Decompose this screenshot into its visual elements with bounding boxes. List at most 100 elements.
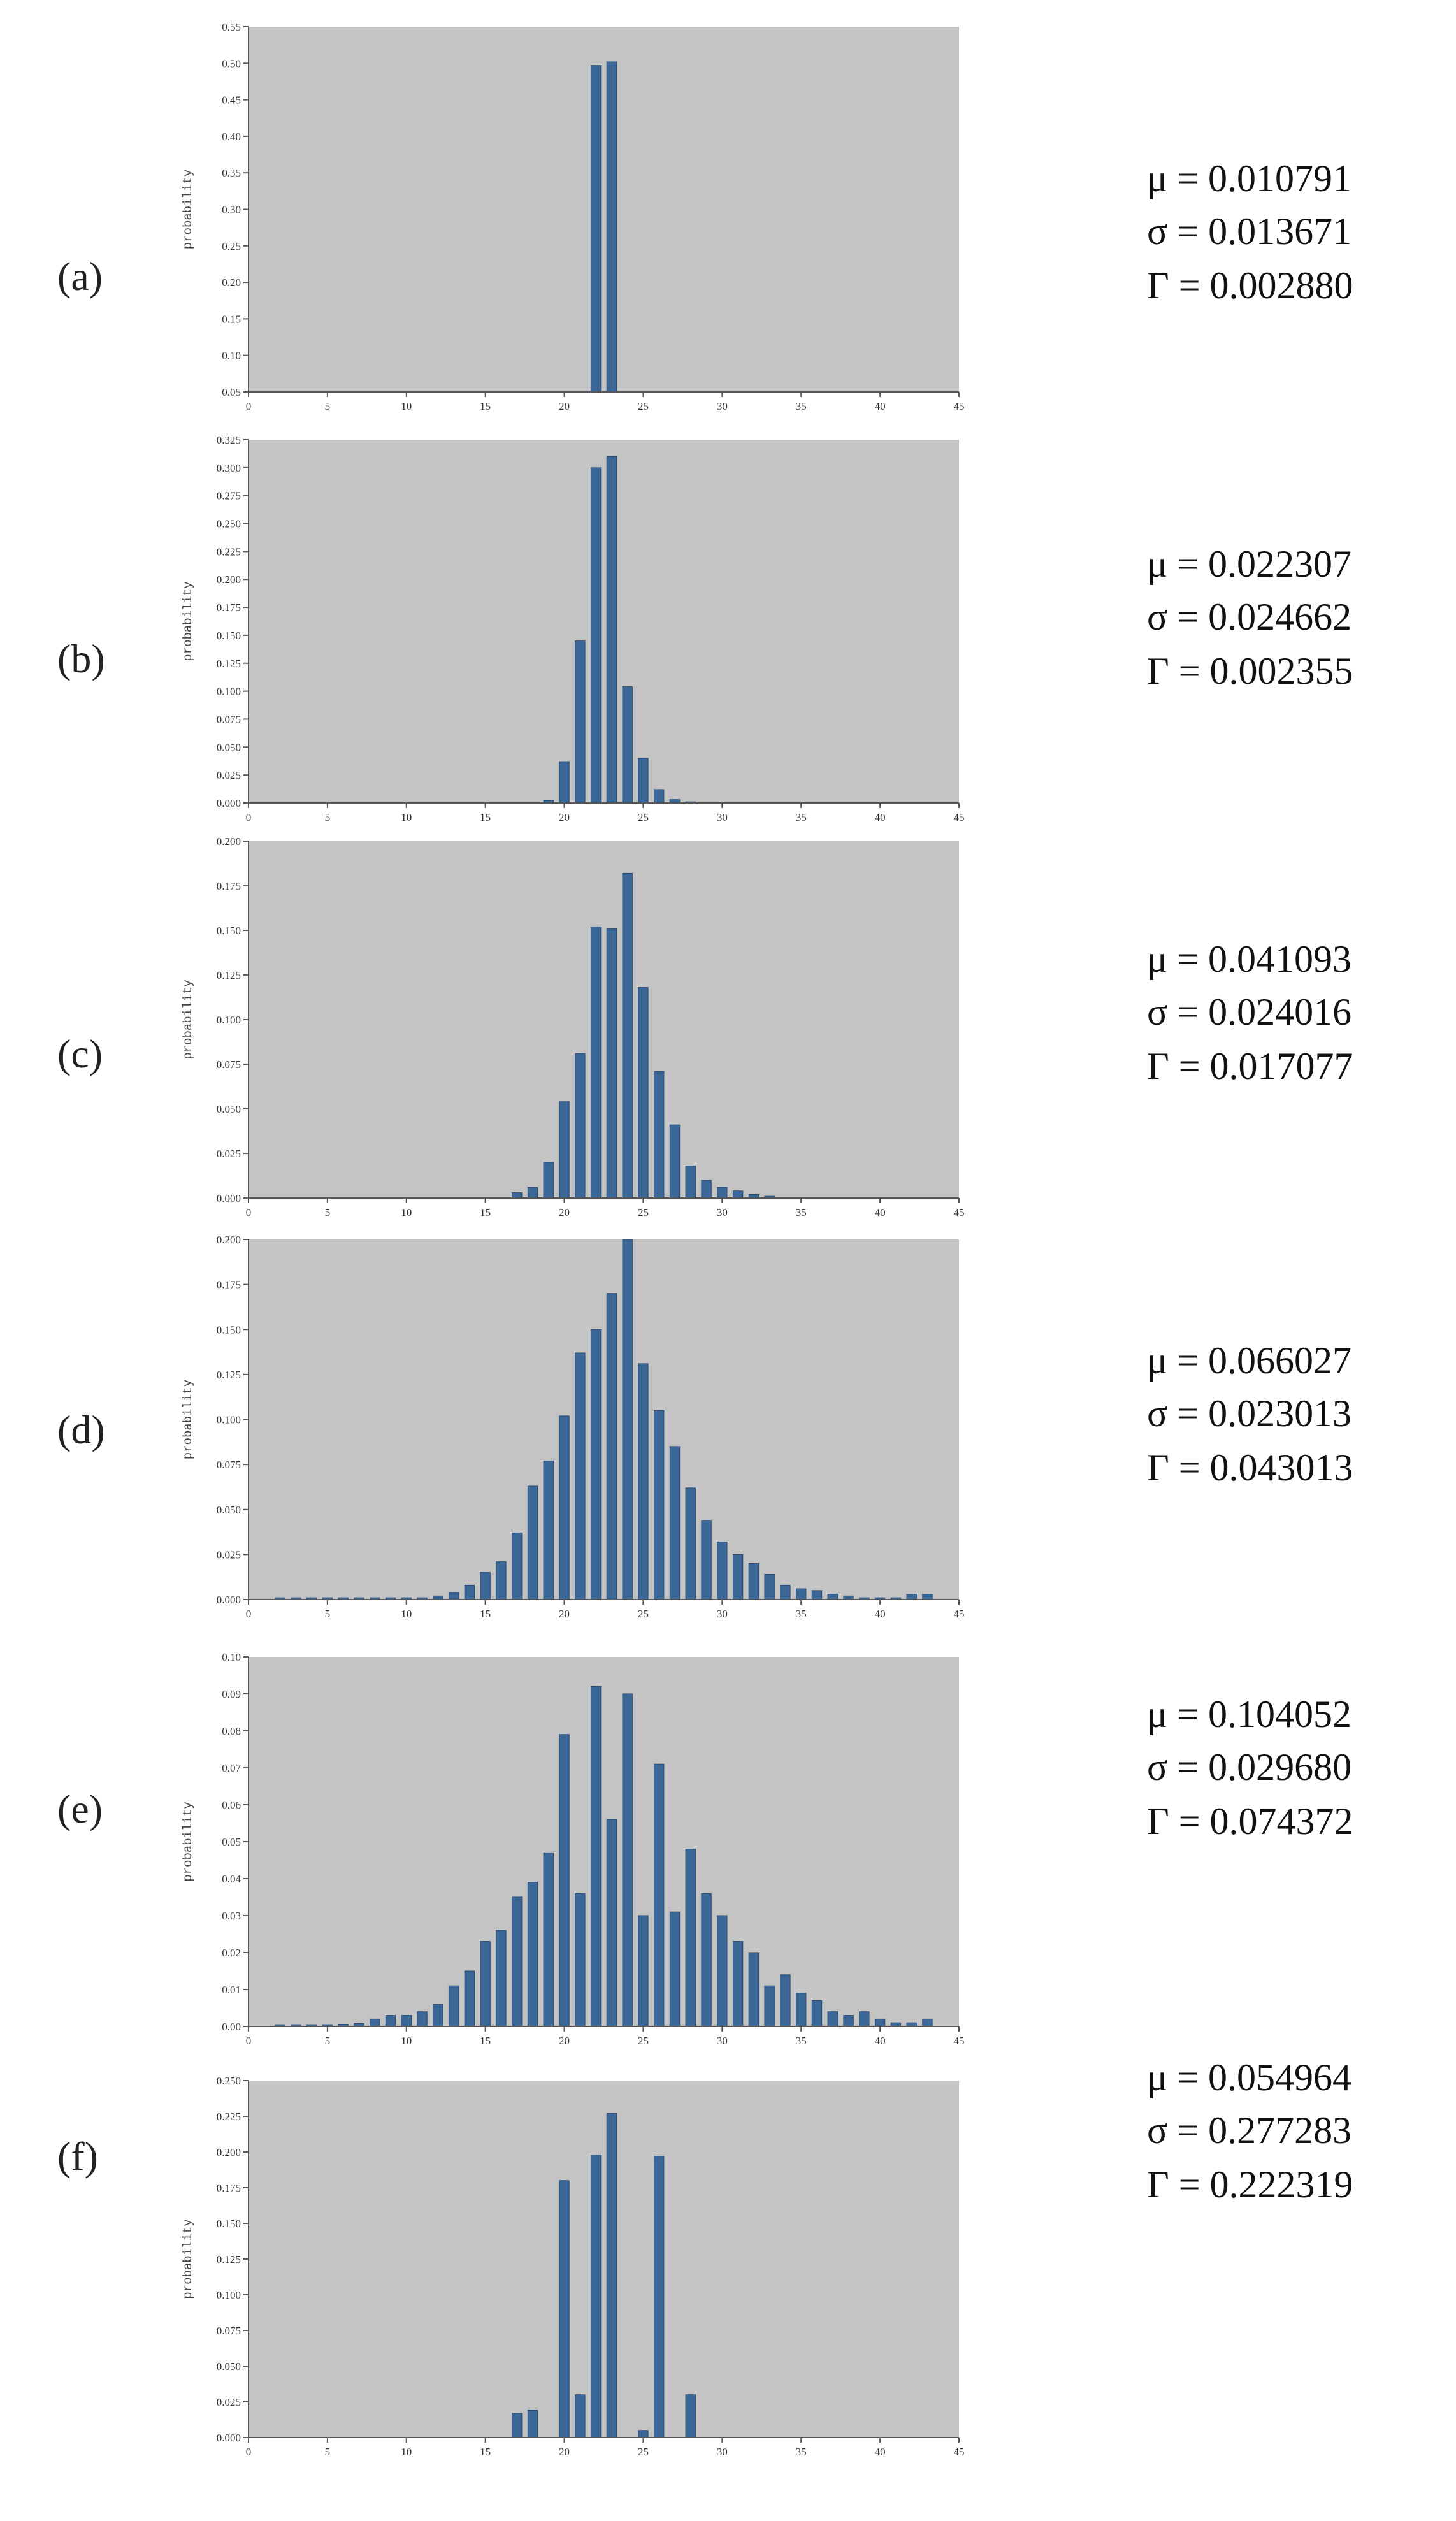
bar [496, 1930, 507, 2027]
x-tick-label: 5 [325, 2446, 331, 2458]
y-tick-label: 0.04 [222, 1873, 241, 1885]
panel-e: (e) 0.10 0.09 0.08 0.07 0.06 0.05 0.04 0.03 0.02 0… [57, 1651, 1353, 2047]
y-tick-label: 0.025 [217, 1549, 241, 1561]
y-tick-label: 0.20 [222, 277, 241, 289]
stat-mu: μ = 0.054964 [1147, 2056, 1351, 2098]
bar [496, 1561, 507, 1600]
x-tick-label: 45 [954, 2446, 965, 2458]
plot-area [249, 1239, 959, 1600]
x-tick-label: 15 [480, 2446, 491, 2458]
bar [480, 1572, 491, 1600]
bar [732, 1554, 744, 1600]
y-tick-label: 0.075 [217, 713, 241, 725]
y-tick-label: 0.250 [217, 518, 241, 530]
bar [575, 2394, 586, 2438]
y-tick-label: 0.07 [222, 1762, 241, 1774]
bar [512, 2413, 523, 2438]
x-tick-label: 30 [717, 2446, 728, 2458]
panel-label: (e) [57, 1786, 103, 1831]
bar [448, 1592, 459, 1600]
bar [811, 2000, 823, 2027]
bar [590, 467, 602, 804]
x-tick-label: 40 [875, 2035, 886, 2047]
panel-label: (d) [57, 1407, 105, 1452]
x-tick-label: 10 [401, 1206, 412, 1218]
x-tick-label: 35 [796, 1608, 807, 1620]
y-tick-label: 0.100 [217, 1014, 241, 1026]
y-tick-label: 0.200 [217, 835, 241, 848]
y-tick-label: 0.45 [222, 94, 241, 106]
bar [575, 1352, 586, 1600]
y-tick-label: 0.000 [217, 1594, 241, 1606]
y-tick-label: 0.55 [222, 21, 241, 33]
bar [906, 1594, 917, 1600]
bar [796, 1993, 807, 2027]
bar [764, 1985, 775, 2027]
bar [732, 1941, 744, 2027]
stat-gamma: Γ = 0.002355 [1147, 650, 1353, 692]
stat-mu: μ = 0.041093 [1147, 938, 1351, 980]
bar [859, 2011, 870, 2027]
y-axis-label: probability [181, 1802, 195, 1881]
bar [780, 1584, 791, 1600]
stat-mu: μ = 0.104052 [1147, 1693, 1351, 1735]
x-tick-label: 20 [559, 811, 570, 823]
x-tick-label: 30 [717, 400, 728, 412]
bar [638, 1915, 649, 2027]
y-tick-label: 0.05 [222, 386, 241, 398]
y-tick-label: 0.100 [217, 1414, 241, 1426]
bar [512, 1192, 523, 1199]
x-tick-label: 15 [480, 2035, 491, 2047]
y-tick-label: 0.02 [222, 1947, 241, 1959]
stat-gamma: Γ = 0.043013 [1147, 1447, 1353, 1489]
panel-label: (b) [57, 636, 105, 681]
bar [622, 1693, 633, 2027]
panel-label: (c) [57, 1031, 103, 1076]
bar [654, 1071, 665, 1199]
x-tick-label: 0 [246, 1608, 252, 1620]
bar [717, 1915, 728, 2027]
bar [559, 2180, 570, 2438]
stat-mu: μ = 0.010791 [1147, 157, 1351, 199]
x-tick-label: 40 [875, 1206, 886, 1218]
y-tick-label: 0.125 [217, 658, 241, 670]
y-tick-label: 0.175 [217, 1279, 241, 1291]
x-tick-label: 5 [325, 400, 331, 412]
x-tick-label: 45 [954, 2035, 965, 2047]
bar [685, 1487, 696, 1600]
bar [622, 872, 633, 1199]
y-tick-label: 0.250 [217, 2075, 241, 2087]
y-tick-label: 0.03 [222, 1910, 241, 1922]
y-tick-label: 0.100 [217, 686, 241, 698]
bar [748, 1563, 760, 1600]
x-tick-label: 30 [717, 1608, 728, 1620]
bar [827, 1594, 838, 1600]
bar [701, 1180, 712, 1199]
y-axis-label: probability [181, 2219, 195, 2299]
bar [874, 2018, 886, 2027]
bar [796, 1588, 807, 1600]
stat-sigma: σ = 0.024662 [1147, 596, 1351, 638]
bar [527, 1187, 538, 1199]
x-tick-label: 30 [717, 811, 728, 823]
bar [669, 1124, 681, 1199]
x-tick-label: 20 [559, 2446, 570, 2458]
panel-label: (f) [57, 2134, 98, 2179]
x-tick-label: 5 [325, 1206, 331, 1218]
bar [685, 1166, 696, 1199]
y-tick-label: 0.325 [217, 434, 241, 446]
bar [780, 1974, 791, 2027]
bar [464, 1584, 475, 1600]
y-tick-label: 0.10 [222, 350, 241, 362]
x-tick-label: 15 [480, 1608, 491, 1620]
y-axis-label: probability [181, 581, 195, 661]
bar [433, 2004, 443, 2027]
plot-area [249, 1657, 959, 2026]
plot-area [249, 2081, 959, 2438]
bar [370, 2018, 380, 2027]
bar [385, 2015, 396, 2027]
y-tick-label: 0.275 [217, 490, 241, 502]
bar [764, 1573, 775, 1600]
y-axis-label: probability [181, 170, 195, 249]
bar [922, 1594, 933, 1600]
